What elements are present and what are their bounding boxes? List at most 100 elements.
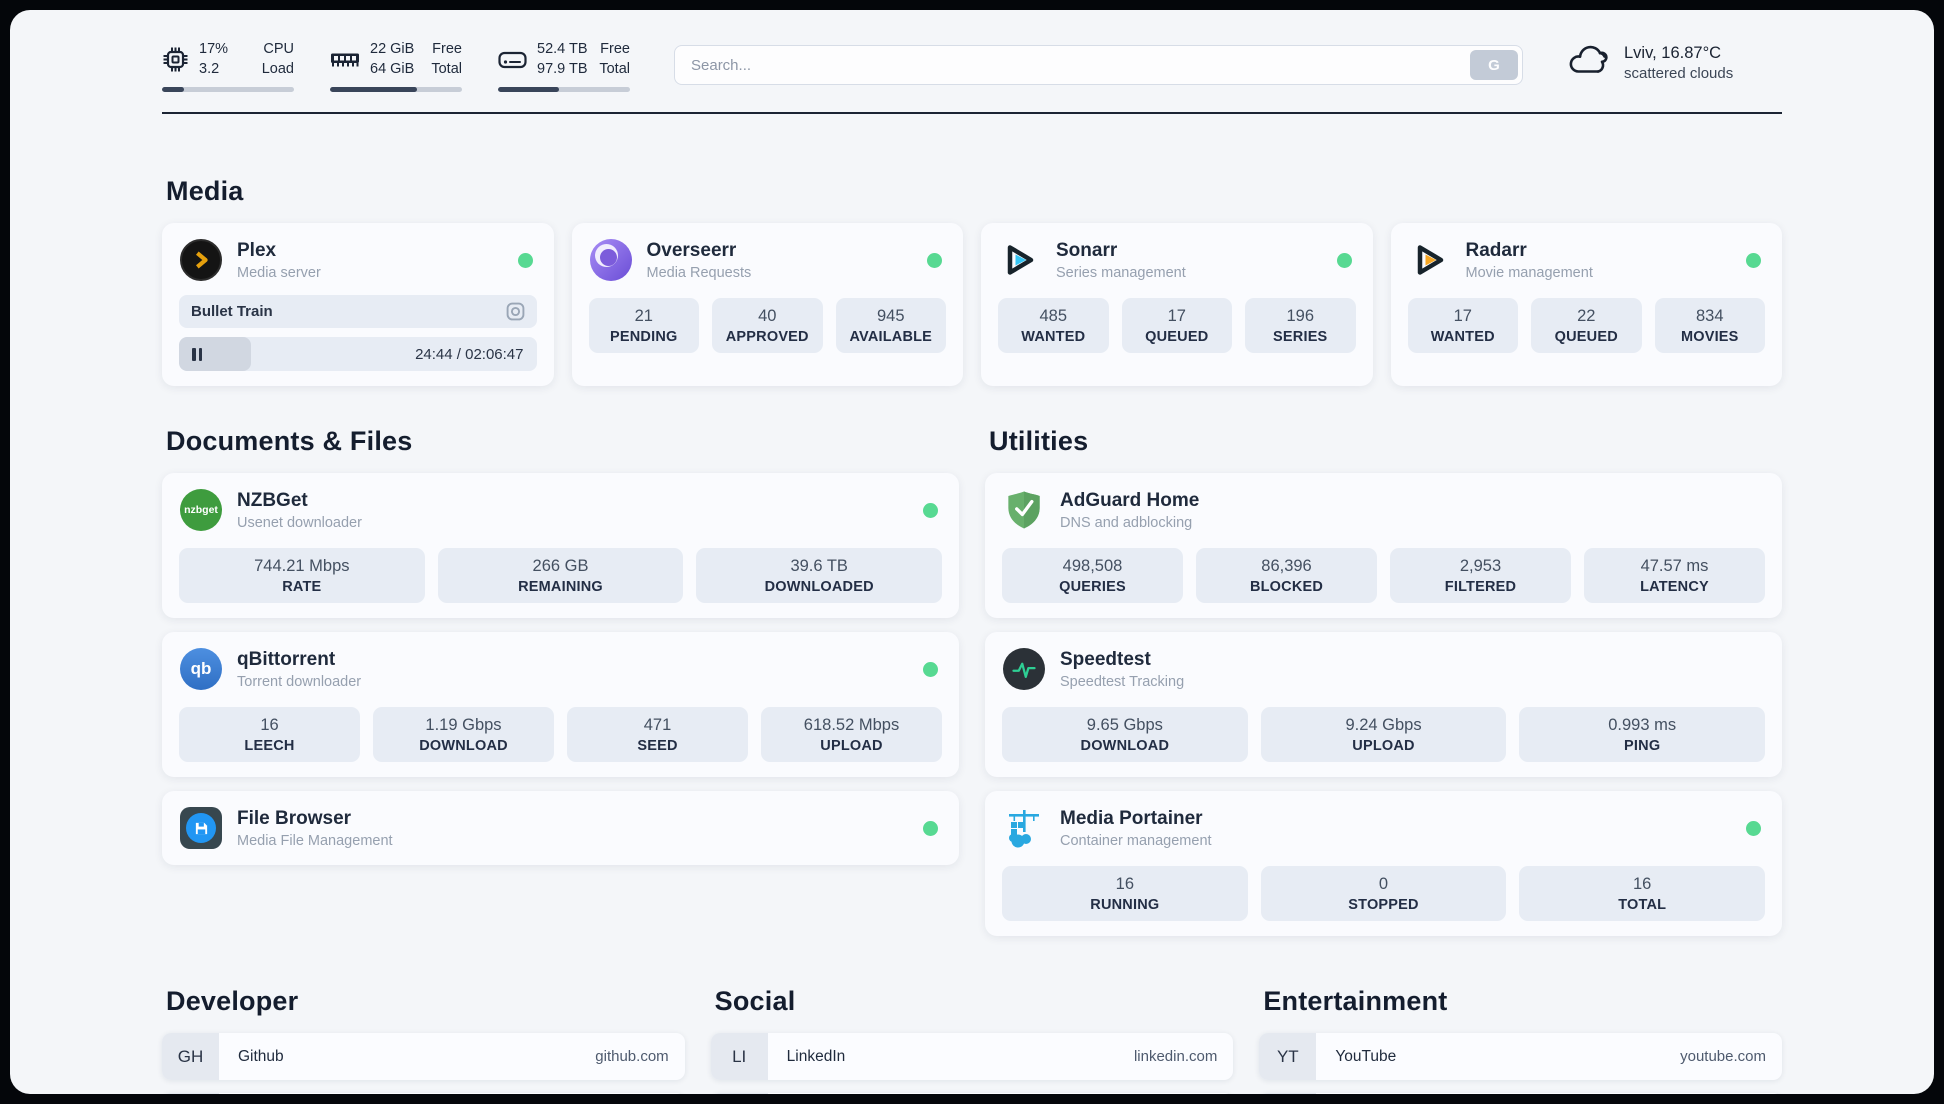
bookmark-stackoverflow[interactable]: SO StackOverflow stackoverflow.com xyxy=(162,1093,685,1094)
portainer-icon xyxy=(1002,806,1046,850)
stat-tile: 17 WANTED xyxy=(1407,298,1518,354)
stat-tile: 39.6 TB DOWNLOADED xyxy=(696,548,943,604)
stat-tile: 196 SERIES xyxy=(1245,298,1356,354)
radarr-icon xyxy=(1408,238,1452,282)
bookmark-name: YouTube xyxy=(1335,1047,1397,1065)
stat-tile: 47.57 ms LATENCY xyxy=(1584,548,1765,604)
stat-tile: 40 APPROVED xyxy=(712,298,823,354)
stat-tile: 0.993 ms PING xyxy=(1519,707,1766,763)
app-name: Radarr xyxy=(1465,239,1527,261)
cpu-progress-bar xyxy=(162,87,294,93)
playback-progress-bar: 24:44 / 02:06:47 xyxy=(179,337,537,372)
section-title-developer: Developer xyxy=(166,986,299,1017)
app-name: AdGuard Home xyxy=(1060,489,1200,511)
search-bar: G xyxy=(674,45,1523,85)
adguard-icon xyxy=(1002,488,1046,532)
app-name: Overseerr xyxy=(646,239,737,261)
section-title-media: Media xyxy=(166,176,244,207)
status-online-dot xyxy=(927,252,942,268)
header: 17% 3.2 CPU Load 22 GiB 64 GiB xyxy=(162,10,1782,93)
app-description: Media Requests xyxy=(646,264,752,281)
bookmark-name: Github xyxy=(238,1047,284,1065)
app-description: Container management xyxy=(1060,832,1212,849)
stat-tile: 9.24 Gbps UPLOAD xyxy=(1260,707,1507,763)
qbittorrent-icon: qb xyxy=(179,647,223,691)
cloud-icon xyxy=(1567,43,1611,82)
app-card-qbittorrent[interactable]: qb qBittorrent Torrent downloader 16 LEEC… xyxy=(162,632,959,778)
app-card-portainer[interactable]: Media Portainer Container management 16 R… xyxy=(985,791,1782,937)
app-name: Media Portainer xyxy=(1060,807,1203,829)
stat-tile: 16 RUNNING xyxy=(1002,866,1248,922)
stat-tile: 0 STOPPED xyxy=(1260,866,1507,922)
memory-icon xyxy=(330,51,360,69)
weather-widget: Lviv, 16.87°C scattered clouds xyxy=(1567,43,1782,82)
app-card-overseerr[interactable]: Overseerr Media Requests 21 PENDING 40 APP… xyxy=(571,223,963,387)
stat-tile: 485 WANTED xyxy=(998,298,1109,354)
bookmark-netflix[interactable]: NF Netflix netflix.com xyxy=(1259,1093,1782,1094)
stat-tile: 498,508 QUERIES xyxy=(1002,548,1183,604)
app-card-radarr[interactable]: Radarr Movie management 17 WANTED 22 QUEUE… xyxy=(1390,223,1782,387)
app-description: Torrent downloader xyxy=(237,673,362,690)
section-title-entertainment: Entertainment xyxy=(1263,986,1448,1017)
pause-icon xyxy=(192,347,202,361)
app-name: Speedtest xyxy=(1060,648,1151,670)
stat-tile: 618.52 Mbps UPLOAD xyxy=(761,707,942,763)
overseerr-icon xyxy=(589,238,633,282)
app-card-adguard[interactable]: AdGuard Home DNS and adblocking 498,508 Q… xyxy=(985,473,1782,619)
bookmark-url: linkedin.com xyxy=(1133,1048,1218,1066)
nzbget-icon: nzbget xyxy=(179,488,223,532)
header-divider xyxy=(162,112,1782,115)
stat-tile: 22 QUEUED xyxy=(1531,298,1642,354)
bookmark-abbr: NF xyxy=(1259,1093,1317,1094)
cpu-icon xyxy=(162,46,189,73)
system-stats: 17% 3.2 CPU Load 22 GiB 64 GiB xyxy=(162,40,630,93)
app-card-nzbget[interactable]: nzbget NZBGet Usenet downloader 744.21 M… xyxy=(162,473,959,619)
status-online-dot xyxy=(1336,252,1352,268)
bookmark-youtube[interactable]: YT YouTube youtube.com xyxy=(1259,1033,1782,1081)
app-description: Series management xyxy=(1056,264,1186,281)
filebrowser-icon xyxy=(179,806,223,850)
app-card-plex[interactable]: Plex Media server Bullet Train 24:44 / 0… xyxy=(162,223,554,387)
playback-played-segment xyxy=(179,337,251,372)
status-online-dot xyxy=(923,661,938,677)
status-online-dot xyxy=(1746,820,1761,836)
stat-tile: 945 AVAILABLE xyxy=(835,298,946,354)
app-name: Plex xyxy=(237,239,277,261)
plex-icon xyxy=(179,238,223,282)
bookmark-abbr: TW xyxy=(710,1093,768,1094)
bookmark-twitter[interactable]: TW Twitter twitter.com xyxy=(710,1093,1234,1094)
stat-tile: 16 LEECH xyxy=(179,707,360,763)
app-description: Usenet downloader xyxy=(237,514,362,531)
disk-values: 52.4 TB 97.9 TB xyxy=(537,41,588,77)
app-name: Sonarr xyxy=(1056,239,1118,261)
status-online-dot xyxy=(517,252,533,268)
cpu-labels: CPU Load xyxy=(261,41,294,77)
bookmark-abbr: GH xyxy=(162,1033,219,1081)
bookmark-github[interactable]: GH Github github.com xyxy=(162,1033,685,1081)
app-description: DNS and adblocking xyxy=(1060,514,1193,531)
app-card-sonarr[interactable]: Sonarr Series management 485 WANTED 17 QUE… xyxy=(981,223,1373,387)
section-title-social: Social xyxy=(714,986,796,1017)
stat-tile: 471 SEED xyxy=(567,707,748,763)
memory-stat: 22 GiB 64 GiB Free Total xyxy=(330,40,462,93)
stat-tile: 9.65 Gbps DOWNLOAD xyxy=(1002,707,1248,763)
bookmark-linkedin[interactable]: LI LinkedIn linkedin.com xyxy=(710,1033,1234,1081)
search-input[interactable] xyxy=(674,45,1523,85)
bookmark-abbr: SO xyxy=(162,1093,219,1094)
app-name: NZBGet xyxy=(237,489,308,511)
stat-tile: 17 QUEUED xyxy=(1121,298,1232,354)
stat-tile: 266 GB REMAINING xyxy=(437,548,684,604)
app-name: qBittorrent xyxy=(237,648,336,670)
app-description: Media server xyxy=(237,264,321,281)
sonarr-icon xyxy=(998,238,1042,282)
stat-tile: 834 MOVIES xyxy=(1654,298,1765,354)
stat-tile: 21 PENDING xyxy=(588,298,699,354)
app-card-filebrowser[interactable]: File Browser Media File Management xyxy=(162,791,959,866)
app-card-speedtest[interactable]: Speedtest Speedtest Tracking 9.65 Gbps DO… xyxy=(985,632,1782,778)
search-engine-button[interactable]: G xyxy=(1470,50,1518,80)
memory-progress-bar xyxy=(330,87,462,93)
bookmark-abbr: LI xyxy=(710,1033,768,1081)
status-online-dot xyxy=(923,502,938,518)
stat-tile: 16 TOTAL xyxy=(1519,866,1766,922)
